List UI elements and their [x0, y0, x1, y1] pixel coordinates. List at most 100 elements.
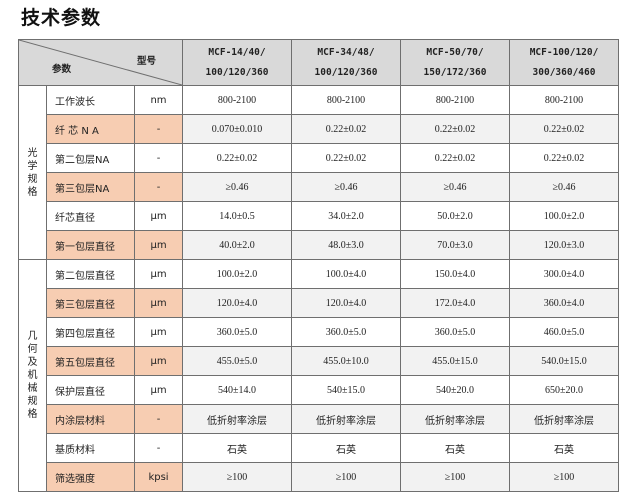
table-row: 纤 芯 N A -0.070±0.010 0.22±0.02 0.22±0.02 0.2… — [19, 114, 620, 144]
param-value: 120.0±3.0 — [509, 230, 620, 260]
param-unit: μm — [133, 259, 184, 289]
param-value: 低折射率涂层 — [182, 404, 293, 434]
param-name: 基质材料 — [46, 433, 135, 463]
param-name: 第五包层直径 — [46, 346, 135, 376]
param-unit: - — [133, 143, 184, 173]
param-value: ≥0.46 — [182, 172, 293, 202]
param-value: ≥100 — [509, 462, 620, 492]
param-value: 48.0±3.0 — [291, 230, 402, 260]
param-value: 70.0±3.0 — [400, 230, 511, 260]
corner-param-label: 参数 — [52, 64, 72, 75]
param-value: ≥0.46 — [291, 172, 402, 202]
header-row: 型号 参数 MCF-14/40/100/120/360 MCF-34/48/10… — [17, 39, 620, 86]
table-row: 光 学 规 格工作波长 nm 800-2100 800-2100 800-2100 800… — [18, 85, 620, 260]
model-header: MCF-50/70/150/172/360 — [400, 39, 511, 86]
param-value: 460.0±5.0 — [509, 317, 620, 347]
param-value: 0.22±0.02 — [291, 143, 402, 173]
param-unit: μm — [133, 346, 184, 376]
param-unit: - — [133, 172, 184, 202]
model-header: MCF-14/40/100/120/360 — [182, 39, 293, 86]
param-value: 石英 — [291, 433, 402, 463]
param-value: 360.0±5.0 — [400, 317, 511, 347]
param-name: 保护层直径 — [46, 375, 135, 405]
param-unit: μm — [133, 288, 184, 318]
table-row: 第二包层NA -0.22±0.02 0.22±0.02 0.22±0.02 0.22±0… — [19, 143, 620, 173]
page-title: 技术参数 — [21, 7, 102, 29]
param-value: 0.22±0.02 — [400, 114, 511, 144]
param-value: 120.0±4.0 — [291, 288, 402, 318]
param-value: 360.0±5.0 — [182, 317, 293, 347]
param-value: 455.0±15.0 — [400, 346, 511, 376]
param-unit: kpsi — [133, 462, 184, 492]
param-value: 石英 — [400, 433, 511, 463]
param-value: 0.22±0.02 — [509, 143, 620, 173]
table-row: 保护层直径 μm 540±14.0 540±15.0 540±20.0 650±20.0 — [19, 375, 620, 405]
table-row: 第四包层直径 μm 360.0±5.0 360.0±5.0 360.0±5.0 460.0… — [19, 317, 620, 347]
header-corner: 型号 参数 — [17, 39, 184, 86]
param-name: 工作波长 — [46, 85, 135, 115]
param-name: 第三包层NA — [46, 172, 135, 202]
model-header: MCF-34/48/100/120/360 — [291, 39, 402, 86]
spec-table: 型号 参数 MCF-14/40/100/120/360 MCF-34/48/10… — [17, 39, 620, 492]
param-value: 455.0±10.0 — [291, 346, 402, 376]
param-value: 低折射率涂层 — [509, 404, 620, 434]
table-row: 筛选强度 kpsi ≥100 ≥100 ≥100 ≥100 — [19, 462, 620, 492]
param-value: ≥100 — [291, 462, 402, 492]
param-unit: - — [133, 404, 184, 434]
param-value: 172.0±4.0 — [400, 288, 511, 318]
param-name: 纤芯直径 — [46, 201, 135, 231]
param-value: 120.0±4.0 — [182, 288, 293, 318]
param-value: 800-2100 — [509, 85, 620, 115]
param-name: 内涂层材料 — [46, 404, 135, 434]
param-value: 800-2100 — [291, 85, 402, 115]
param-value: 360.0±4.0 — [509, 288, 620, 318]
param-name: 第四包层直径 — [46, 317, 135, 347]
table-row: 第三包层直径 μm 120.0±4.0 120.0±4.0 172.0±4.0 360.0… — [19, 288, 620, 318]
param-value: 34.0±2.0 — [291, 201, 402, 231]
param-value: 低折射率涂层 — [400, 404, 511, 434]
param-value: 540.0±15.0 — [509, 346, 620, 376]
table-row: 第三包层NA - ≥0.46 ≥0.46 ≥0.46 ≥0.46 — [19, 172, 620, 202]
param-unit: - — [133, 433, 184, 463]
table-row: 第一包层直径 μm 40.0±2.0 48.0±3.0 70.0±3.0 120.0±3.… — [19, 230, 620, 260]
param-unit: nm — [133, 85, 184, 115]
param-value: 540±20.0 — [400, 375, 511, 405]
param-unit: μm — [133, 230, 184, 260]
corner-model-label: 型号 — [137, 56, 157, 67]
table-row: 基质材料 - 石英 石英 石英 石英 — [19, 433, 620, 463]
param-value: ≥100 — [182, 462, 293, 492]
param-value: 0.22±0.02 — [509, 114, 620, 144]
model-header: MCF-100/120/300/360/460 — [509, 39, 620, 86]
param-value: 石英 — [509, 433, 620, 463]
param-value: 800-2100 — [400, 85, 511, 115]
param-value: 650±20.0 — [509, 375, 620, 405]
corner-diagonal — [19, 40, 182, 85]
param-value: 800-2100 — [182, 85, 293, 115]
table-row: 第五包层直径 μm 455.0±5.0 455.0±10.0 455.0±15.0 540… — [19, 346, 620, 376]
table-row: 内涂层材料 - 低折射率涂层 低折射率涂层 低折射率涂层 低折射率涂层 — [19, 404, 620, 434]
param-value: 石英 — [182, 433, 293, 463]
param-value: 540±14.0 — [182, 375, 293, 405]
param-value: 14.0±0.5 — [182, 201, 293, 231]
param-value: 455.0±5.0 — [182, 346, 293, 376]
param-value: 150.0±4.0 — [400, 259, 511, 289]
param-value: 低折射率涂层 — [291, 404, 402, 434]
param-value: 100.0±4.0 — [291, 259, 402, 289]
param-name: 第二包层NA — [46, 143, 135, 173]
param-unit: μm — [133, 317, 184, 347]
param-value: 0.22±0.02 — [291, 114, 402, 144]
param-unit: - — [133, 114, 184, 144]
table-row: 几 何 及 机 械 规 格第二包层直径 μm 100.0±2.0 100.0±4.0 1… — [18, 259, 620, 492]
param-name: 第一包层直径 — [46, 230, 135, 260]
param-value: 100.0±2.0 — [182, 259, 293, 289]
category-geometric: 几 何 及 机 械 规 格 — [18, 259, 47, 492]
param-value: ≥0.46 — [400, 172, 511, 202]
param-value: 360.0±5.0 — [291, 317, 402, 347]
param-name: 筛选强度 — [46, 462, 135, 492]
param-value: 50.0±2.0 — [400, 201, 511, 231]
param-unit: μm — [133, 375, 184, 405]
param-value: 40.0±2.0 — [182, 230, 293, 260]
param-value: 0.22±0.02 — [182, 143, 293, 173]
param-name: 第三包层直径 — [46, 288, 135, 318]
param-value: 300.0±4.0 — [509, 259, 620, 289]
